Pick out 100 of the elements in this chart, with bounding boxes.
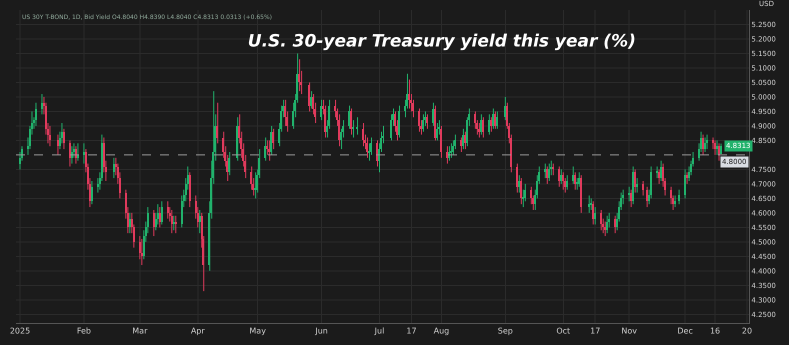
candlestick: [436, 122, 438, 141]
candlestick: [544, 163, 546, 179]
candlestick: [462, 128, 464, 150]
candlestick: [464, 131, 466, 150]
candlestick: [440, 125, 442, 158]
candlestick: [574, 172, 576, 190]
candlestick: [592, 200, 594, 225]
candlestick: [674, 194, 676, 208]
candlestick: [600, 209, 602, 231]
candlestick: [516, 163, 518, 194]
candlestick: [518, 174, 520, 194]
candlestick: [175, 215, 177, 234]
candlestick: [49, 125, 51, 147]
candlestick: [678, 189, 680, 205]
candlestick: [63, 128, 65, 150]
candlestick: [129, 212, 131, 234]
candlestick: [552, 163, 554, 176]
candlestick: [298, 58, 300, 92]
x-tick-label: 2025: [10, 326, 30, 336]
candlestick: [636, 178, 638, 194]
candlestick: [141, 238, 143, 266]
candlestick: [642, 180, 644, 196]
candlestick: [199, 209, 201, 234]
candlestick: [426, 114, 428, 130]
candlestick: [566, 174, 568, 190]
candlestick: [348, 105, 350, 130]
x-tick-label: Nov: [621, 326, 638, 336]
candlestick: [656, 166, 658, 179]
x-tick-label: Aug: [434, 326, 450, 336]
candlestick: [716, 140, 718, 156]
candlestick: [494, 110, 496, 130]
candlestick: [310, 90, 312, 110]
candlestick: [422, 114, 424, 132]
candlestick: [228, 152, 230, 176]
candlestick: [560, 168, 562, 184]
candlestick: [356, 116, 358, 136]
candlestick: [720, 143, 722, 154]
candlestick: [69, 140, 71, 167]
candlestick: [91, 180, 93, 205]
candlestick: [520, 178, 522, 205]
candlestick: [606, 215, 608, 234]
candlestick: [590, 198, 592, 210]
text: U.S. 30-year Treasury yield this year (%): [248, 31, 636, 52]
candlestick: [320, 99, 322, 121]
x-tick-label: Feb: [76, 326, 91, 336]
candlestick: [478, 122, 480, 138]
candlestick: [376, 140, 378, 167]
candlestick: [482, 116, 484, 138]
candlestick: [548, 163, 550, 182]
candlestick: [706, 134, 708, 150]
candlestick: [153, 209, 155, 237]
candlestick: [418, 108, 420, 132]
candlestick: [264, 137, 266, 162]
candlestick: [272, 128, 274, 150]
candlestick: [504, 96, 506, 121]
candlestick: [658, 168, 660, 184]
candlestick: [362, 122, 364, 147]
candlestick: [171, 209, 173, 234]
candlestick: [270, 125, 272, 156]
x-tick-label: 17: [590, 326, 600, 336]
candlestick: [686, 172, 688, 184]
candlestick: [57, 134, 59, 156]
candlestick: [558, 166, 560, 188]
candlestick: [628, 186, 630, 202]
candlestick: [490, 116, 492, 132]
candlestick: [167, 200, 169, 220]
candlestick: [702, 134, 704, 156]
x-tick-label: 17: [406, 326, 417, 336]
candlestick: [488, 114, 490, 136]
candlestick: [446, 146, 448, 164]
candlestick: [83, 142, 85, 164]
candlestick: [35, 102, 37, 126]
x-tick-label: Jul: [374, 326, 384, 336]
candlestick: [432, 102, 434, 126]
candlestick: [684, 168, 686, 199]
x-tick-label: Apr: [190, 326, 206, 336]
candlestick: [398, 105, 400, 138]
x-tick-label: Oct: [556, 326, 570, 336]
candlestick: [480, 114, 482, 136]
candlestick: [308, 82, 310, 112]
candlestick: [646, 186, 648, 208]
candlestick: [173, 215, 175, 231]
candlestick: [588, 194, 590, 214]
candlestick: [604, 221, 606, 237]
x-tick-label: May: [249, 326, 266, 336]
candlestick: [578, 172, 580, 188]
candlestick: [704, 137, 706, 153]
candlestick: [254, 172, 256, 199]
candlestick: [450, 142, 452, 158]
x-tick-label: Jun: [314, 326, 328, 336]
candlestick: [159, 206, 161, 228]
candlestick: [546, 166, 548, 184]
candlestick: [492, 108, 494, 130]
candlestick: [161, 200, 163, 225]
x-tick-label: Dec: [677, 326, 693, 336]
x-tick-label: Sep: [498, 326, 513, 336]
candlestick: [366, 137, 368, 158]
candlestick: [718, 142, 720, 162]
x-tick-label: Mar: [132, 326, 148, 336]
candlestick: [216, 102, 218, 144]
